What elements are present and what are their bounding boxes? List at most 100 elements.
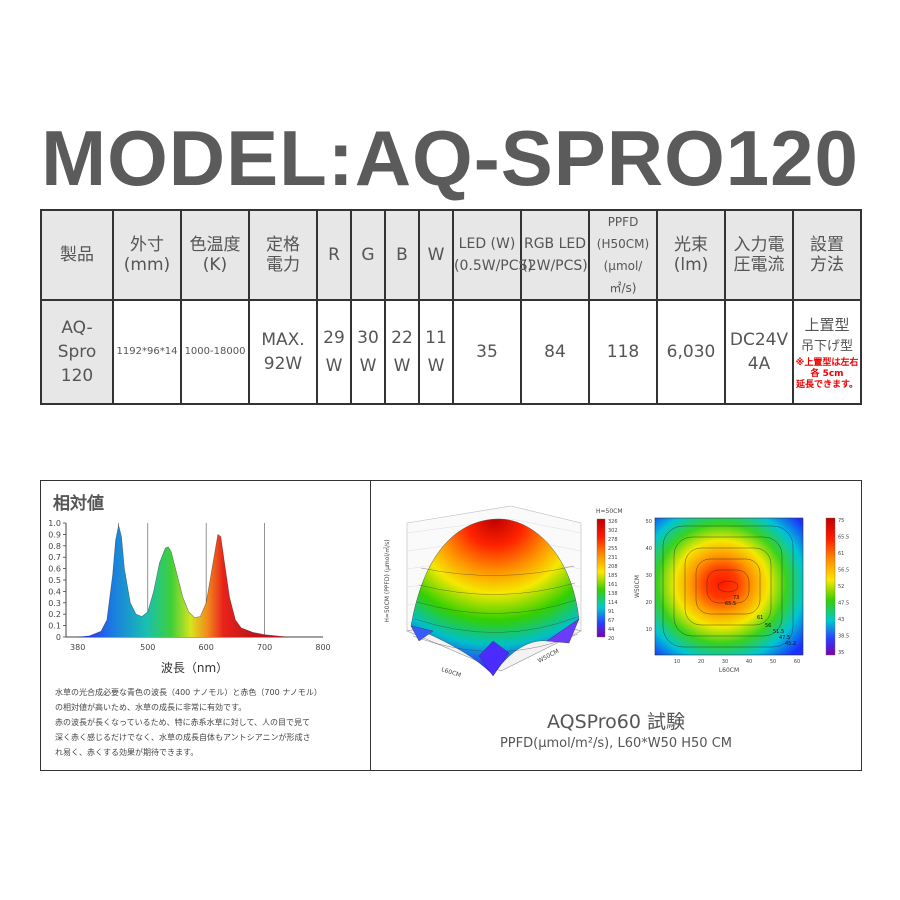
surface-z-label: H=50CM (PPFD) (μmol/㎡/s) xyxy=(383,539,391,622)
header-ppfd: PPFD (H50CM) (μmol/ ㎡/s) xyxy=(588,209,658,301)
cell-size: 1192*96*14 xyxy=(112,299,182,405)
cell-rgb-led: 84 xyxy=(520,299,590,405)
desc-line: れ易く、赤くする効果が期待できます。 xyxy=(55,748,199,757)
surface-corner xyxy=(410,625,434,642)
contour-y-tick: 50 xyxy=(646,519,652,525)
contour-colorbar-label: 35 xyxy=(838,650,844,656)
y-tick-label: 0.6 xyxy=(48,565,61,574)
surface-colorbar-label: 255 xyxy=(608,546,618,552)
x-tick-label: 700 xyxy=(257,643,272,652)
contour-colorbar-label: 65.5 xyxy=(838,535,849,541)
header-g-text: G xyxy=(361,245,375,265)
contour-value-label: 45.2 xyxy=(785,641,796,647)
spectrum-panel: 相対値 0 0.1 0.2 0.3 0.4 0.5 0.6 0.7 0.8 0.9 1.0 380 50… xyxy=(40,480,390,771)
header-color-temp-text: 色温度 (K) xyxy=(189,235,241,275)
heatmap-contour xyxy=(662,525,794,648)
x-tick-label: 500 xyxy=(140,643,155,652)
mount-note: ※上置型は左右 各 5cm 延長できます。 xyxy=(795,357,859,390)
spec-header-row: 製品 外寸 (mm) 色温度 (K) 定格 電力 R G B W LED (W)… xyxy=(40,209,862,301)
header-b-text: B xyxy=(396,245,408,265)
y-tick-label: 0.4 xyxy=(48,587,61,596)
spectrum-title: 相対値 xyxy=(53,494,104,514)
header-product: 製品 xyxy=(40,209,114,301)
surface-colorbar-label: 208 xyxy=(608,564,618,570)
surface-colorbar-label: 91 xyxy=(608,609,614,615)
desc-line: 水草の光合成必要な青色の波長（400 ナノモル）と赤色（700 ナノモル） xyxy=(55,688,322,697)
cell-mount: 上置型 吊下げ型 ※上置型は左右 各 5cm 延長できます。 xyxy=(792,299,862,405)
y-tick-label: 0.5 xyxy=(48,576,61,585)
cell-b: 22 W xyxy=(384,299,420,405)
surface-colorbar-label: 67 xyxy=(608,618,614,624)
contour-value-label: 73 xyxy=(733,595,739,601)
surface-title: H=50CM xyxy=(596,508,623,515)
surface-colorbar-label: 161 xyxy=(608,582,618,588)
header-g: G xyxy=(350,209,386,301)
header-lumen-text: 光束 (lm) xyxy=(673,235,709,275)
cell-color-temp: 1000-18000 xyxy=(180,299,250,405)
surface-colorbar-label: 114 xyxy=(608,600,618,606)
cell-input-text: DC24V 4A xyxy=(729,330,789,374)
mount-top: 上置型 xyxy=(804,315,850,334)
contour-colorbar-label: 43 xyxy=(838,617,844,623)
header-mount-text: 設置 方法 xyxy=(810,235,844,275)
surface-contour xyxy=(416,599,577,614)
contour-x-tick: 50 xyxy=(770,659,776,665)
contour-x-tick: 40 xyxy=(746,659,752,665)
contour-y-label: W50CM xyxy=(634,575,641,598)
heatmap-contour xyxy=(684,547,772,626)
model-title: MODEL:AQ-SPRO120 xyxy=(41,114,859,202)
contour-value-label: 61 xyxy=(757,615,763,621)
desc-line: の相対値が高いため、水草の成長に非常に有効です。 xyxy=(55,703,247,712)
cell-product-text: AQ- Spro 120 xyxy=(57,318,97,386)
ppfd-caption-sub: PPFD(μmol/m²/s), L60*W50 H50 CM xyxy=(499,736,733,751)
surface-contour xyxy=(414,616,578,633)
contour-x-tick: 30 xyxy=(722,659,728,665)
cell-w-text: 11 W xyxy=(425,328,447,376)
cell-r: 29 W xyxy=(316,299,352,405)
mount-hang: 吊下げ型 xyxy=(800,338,853,354)
cell-power-text: MAX. 92W xyxy=(261,330,305,374)
ppfd-figure: H=50CM (PPFD) (μmol/㎡/s) L60CM W50CM H=50CM… xyxy=(383,505,849,679)
header-input: 入力電 圧電流 xyxy=(724,209,794,301)
header-rgb-led-text: RGB LED (2W/PCS) xyxy=(522,236,588,274)
surface-corner xyxy=(546,618,580,644)
contour-colorbar-label: 52 xyxy=(838,584,844,590)
header-product-text: 製品 xyxy=(60,245,94,265)
surface-grid-line xyxy=(510,518,582,534)
cell-product: AQ- Spro 120 xyxy=(40,299,114,405)
desc-line: 深く赤く感じるだけでなく、水草の成長自体もアントシアニンが形成さ xyxy=(55,733,311,742)
spec-table: 製品 外寸 (mm) 色温度 (K) 定格 電力 R G B W LED (W)… xyxy=(40,209,862,405)
surface-colorbar-label: 302 xyxy=(608,528,618,534)
spec-data-row: AQ- Spro 120 1192*96*14 1000-18000 MAX. … xyxy=(40,299,862,405)
x-tick-label: 380 xyxy=(70,643,85,652)
header-w: W xyxy=(418,209,454,301)
surface-dome xyxy=(410,518,580,676)
contour-colorbar-label: 56.5 xyxy=(838,568,849,574)
y-tick-label: 0.7 xyxy=(48,553,61,562)
y-tick-label: 0.8 xyxy=(48,542,61,551)
heatmap-contour xyxy=(706,569,750,604)
surface-colorbar-label: 326 xyxy=(608,519,618,525)
contour-value-label: 65.5 xyxy=(725,601,736,607)
header-led: LED (W) (0.5W/PCS) xyxy=(452,209,533,301)
y-tick-label: 0.1 xyxy=(48,622,61,631)
y-tick-label: 0.3 xyxy=(48,599,61,608)
header-size: 外寸 (mm) xyxy=(112,209,182,301)
contour-y-tick: 30 xyxy=(646,573,652,579)
header-r-text: R xyxy=(328,245,340,265)
header-power-text: 定格 電力 xyxy=(266,235,300,275)
contour-colorbar-label: 61 xyxy=(838,551,844,557)
header-led-text: LED (W) (0.5W/PCS) xyxy=(454,236,533,274)
heatmap-area xyxy=(654,517,804,656)
header-lumen: 光束 (lm) xyxy=(656,209,726,301)
x-axis-label: 波長（nm） xyxy=(161,661,228,675)
cell-ppfd: 118 xyxy=(588,299,658,405)
contour-x-tick: 60 xyxy=(794,659,800,665)
contour-x-tick: 20 xyxy=(698,659,704,665)
cell-r-text: 29 W xyxy=(323,328,345,376)
contour-colorbar-label: 75 xyxy=(838,518,844,524)
cell-lumen: 6,030 xyxy=(656,299,726,405)
cell-g: 30 W xyxy=(350,299,386,405)
surface-colorbar-label: 20 xyxy=(608,636,614,642)
surface-colorbar-label: 278 xyxy=(608,537,618,543)
